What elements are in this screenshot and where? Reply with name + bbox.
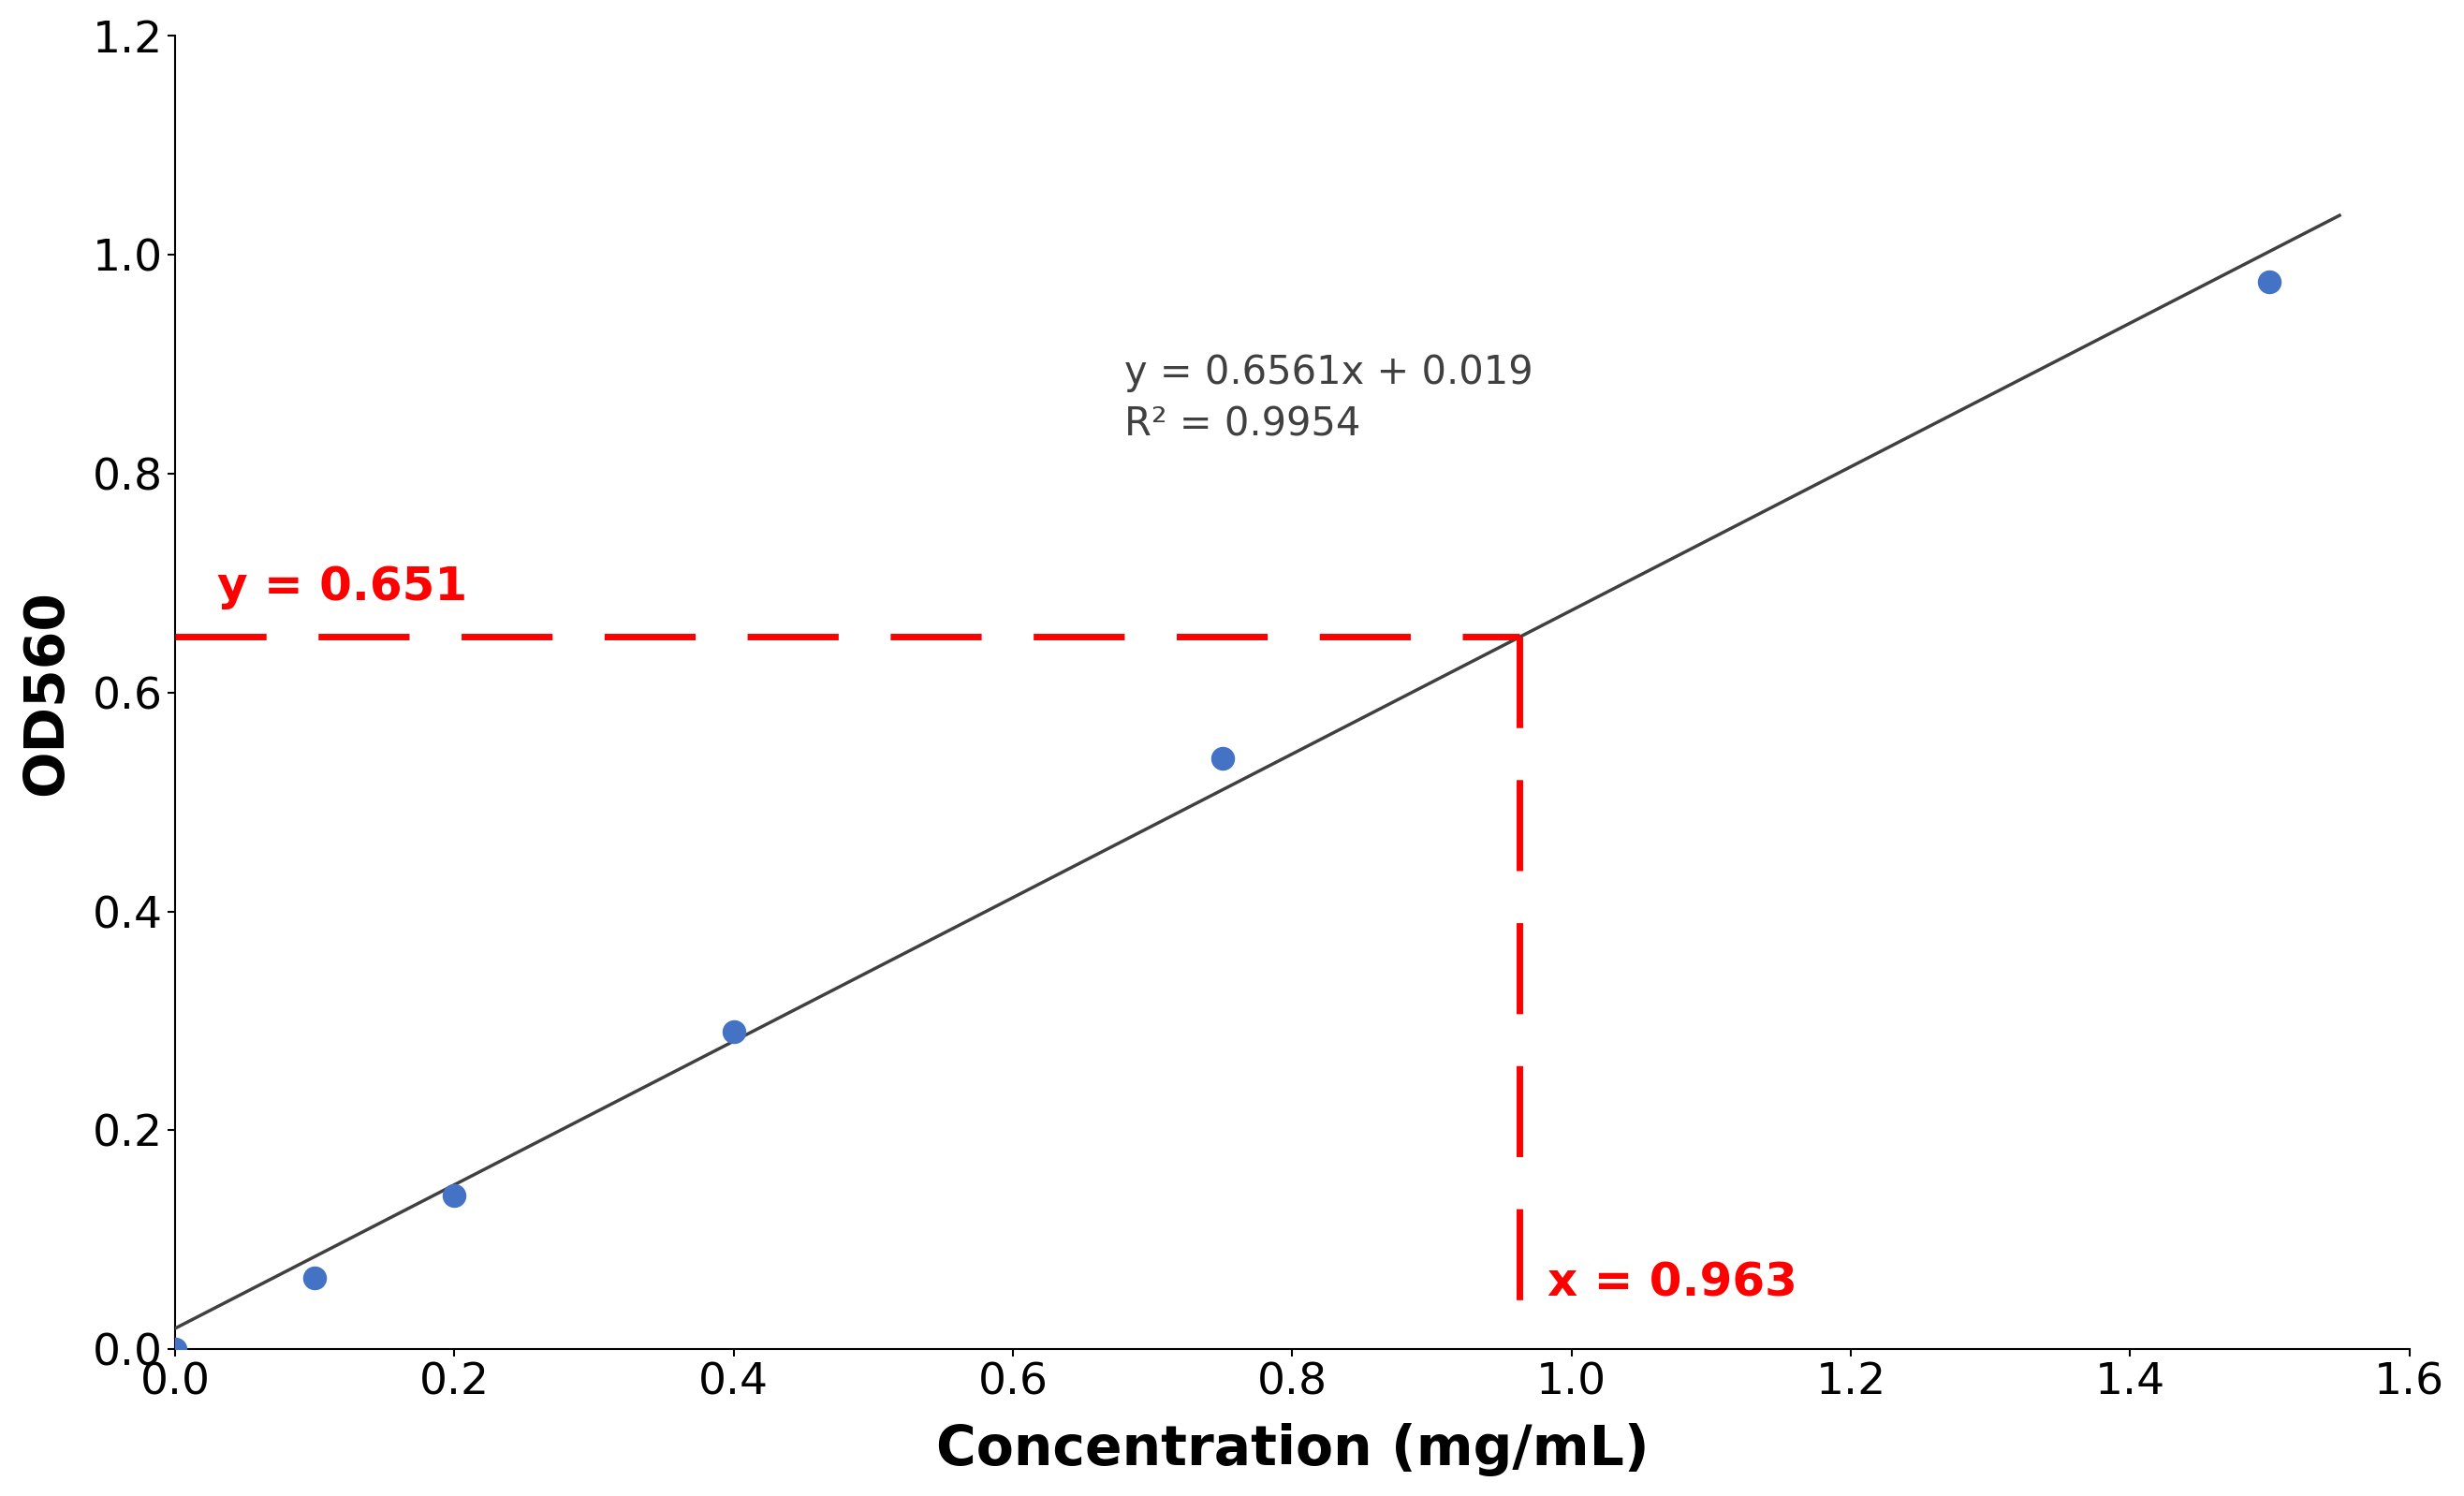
Point [715,1020,754,1044]
X-axis label: Concentration (mg/mL): Concentration (mg/mL) [936,1423,1648,1477]
Point [296,1266,335,1290]
Text: y = 0.651: y = 0.651 [217,564,468,609]
Point [155,1337,195,1361]
Point [434,1183,473,1207]
Point [2250,271,2289,295]
Y-axis label: OD560: OD560 [20,589,74,796]
Text: x = 0.963: x = 0.963 [1547,1261,1799,1306]
Point [1202,747,1242,770]
Text: y = 0.6561x + 0.019
R² = 0.9954: y = 0.6561x + 0.019 R² = 0.9954 [1124,353,1533,444]
